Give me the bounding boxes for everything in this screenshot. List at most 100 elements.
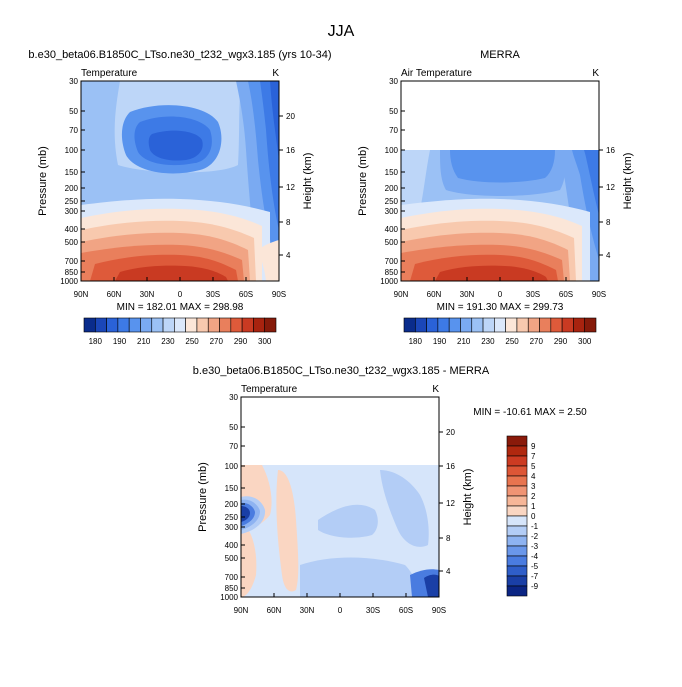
y-tick-label: 1000 [60,277,78,286]
y-tick-label: 100 [65,146,79,155]
colorbar-swatch [106,317,119,333]
colorbar-swatch [151,317,164,333]
colorbar-swatch [539,317,552,333]
x-tick-label: 60N [267,606,282,615]
y-tick-label: 30 [229,393,238,402]
y-tick-label: 500 [225,554,239,563]
contour-fill-band [241,520,257,597]
colorbar-label: -4 [531,552,539,561]
colorbar-label: 210 [457,337,471,346]
x-tick-label: 60N [107,290,122,299]
colorbar-swatch [506,535,528,547]
colorbar-swatch [494,317,506,333]
colorbar-label: 7 [531,452,536,461]
colorbar-label: 250 [505,337,519,346]
contour-fill-band [424,574,439,597]
y-tick-label: 70 [389,126,398,135]
y2-tick-label: 8 [286,218,291,227]
y2-tick-label: 12 [446,499,455,508]
colorbar-swatch [128,317,141,333]
colorbar-label: 300 [578,337,592,346]
colorbar-label: 4 [531,472,536,481]
y2-tick-label: 16 [606,146,615,155]
colorbar-swatch [437,317,450,333]
colorbar-label: 210 [137,337,151,346]
y-tick-label: 500 [65,238,79,247]
y-tick-label: 500 [385,238,399,247]
y2-axis-label: Height (km) [302,153,314,210]
colorbar-swatch [94,317,107,333]
colorbar-label: 230 [161,337,175,346]
y2-tick-label: 8 [606,218,611,227]
panel-obs-min-max: MIN = 191.30 MAX = 299.73 [437,302,564,313]
y2-axis-label: Height (km) [462,469,474,526]
colorbar-swatch [550,317,563,333]
x-tick-label: 90N [394,290,409,299]
colorbar-swatch [253,317,266,333]
y-tick-label: 850 [385,268,399,277]
colorbar-label: 300 [258,337,272,346]
y-tick-label: 70 [69,126,78,135]
x-tick-label: 30N [140,290,155,299]
x-tick-label: 60N [427,290,442,299]
x-tick-label: 60S [399,606,413,615]
y-axis-label: Pressure (mb) [197,462,209,532]
y-tick-label: 100 [225,462,239,471]
contour-fill-band [270,81,279,160]
y2-tick-label: 4 [286,251,291,260]
colorbar-swatch [506,445,528,457]
y-tick-label: 400 [385,225,399,234]
contour-fill-band [258,240,279,281]
y-axis-label: Pressure (mb) [37,146,49,216]
contour-fill-band [148,130,203,161]
colorbar-swatch [506,585,528,597]
colorbar-swatch [505,317,518,333]
panel-diff: b.e30_beta06.B1850C_LTso.ne30_t232_wgx3.… [193,365,587,615]
panel-obs-title: MERRA [480,49,520,61]
panel-model: b.e30_beta06.B1850C_LTso.ne30_t232_wgx3.… [28,49,331,346]
colorbar-swatch [506,525,528,537]
y2-axis-label: Height (km) [622,153,634,210]
colorbar-swatch [207,317,220,333]
y-tick-label: 250 [225,513,239,522]
contour-fill-band [300,557,419,597]
colorbar-swatch [403,317,416,333]
colorbar-label: 270 [210,337,224,346]
colorbar-label: 180 [89,337,103,346]
page-title: JJA [328,23,355,40]
colorbar-swatch [219,317,232,333]
colorbar-swatch [196,317,209,333]
y-tick-label: 850 [65,268,79,277]
colorbar-label: 190 [113,337,127,346]
contour-fill-band [115,265,228,281]
colorbar-swatch [162,317,175,333]
y-tick-label: 300 [385,207,399,216]
y2-tick-label: 4 [446,567,451,576]
colorbar-swatch [140,317,153,333]
y-tick-label: 100 [385,146,399,155]
colorbar-swatch [482,317,495,333]
panel-obs-axes: 90N 60N 30N 0 30S 60S 90S 30 50 70 100 150 200 250300… [357,77,634,299]
colorbar-label: 270 [530,337,544,346]
colorbar-label: -9 [531,582,539,591]
colorbar-label: 0 [531,512,536,521]
x-tick-label: 90N [234,606,249,615]
panel-diff-field-label: Temperature [241,384,298,395]
y-tick-label: 250 [385,197,399,206]
colorbar-obs: 180 190 210 230 250 270 290 300 [403,317,597,346]
y-tick-label: 300 [225,523,239,532]
y-tick-label: 700 [225,573,239,582]
x-tick-label: 0 [338,606,343,615]
colorbar-swatch [506,505,528,517]
colorbar-label: 180 [409,337,423,346]
panel-model-contours [81,81,279,281]
x-tick-label: 0 [498,290,503,299]
colorbar-swatch [506,575,528,587]
colorbar-swatch [506,515,528,527]
y-tick-label: 300 [65,207,79,216]
colorbar-label: 5 [531,462,536,471]
x-tick-label: 90S [272,290,286,299]
y-tick-label: 50 [389,107,398,116]
